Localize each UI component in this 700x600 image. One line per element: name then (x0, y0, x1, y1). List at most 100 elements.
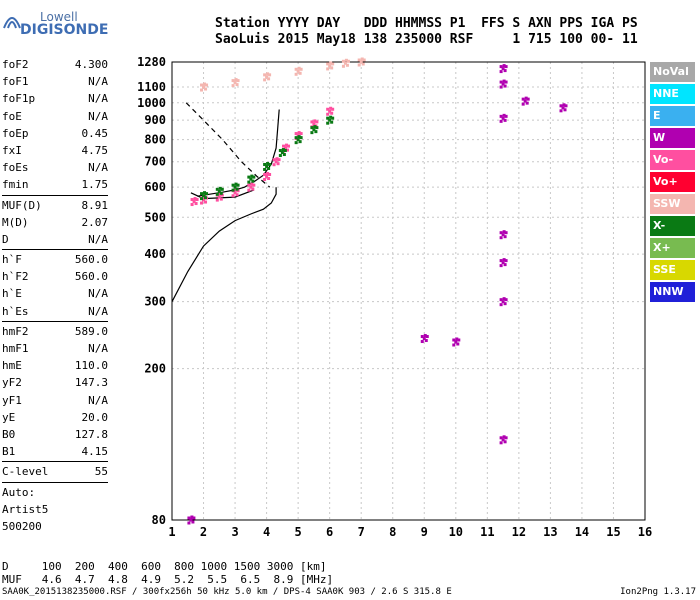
param-value: 147.3 (74, 376, 108, 390)
x-trace-echoes-point (278, 149, 282, 153)
param-name: foF1 (2, 75, 29, 89)
o-trace-echoes-point (294, 132, 298, 136)
2f-echoes-point (231, 84, 235, 88)
param-name: hmF1 (2, 342, 29, 355)
o-trace-echoes-point (297, 131, 301, 135)
sporadic-echoes-point (501, 261, 505, 265)
param-value: N/A (88, 92, 108, 106)
2f-echoes-point (233, 81, 237, 85)
o-trace-echoes-point (272, 158, 276, 162)
2f-echoes-point (359, 60, 363, 64)
o-trace-echoes-point (299, 132, 303, 136)
o-trace-echoes-point (204, 200, 208, 204)
legend-item-vo-: Vo+ (650, 172, 695, 192)
param-name: yF1 (2, 393, 22, 407)
2f-echoes-point (294, 67, 298, 71)
param-row-fxi: fxI 4.75 (2, 142, 108, 159)
2f-echoes-point (205, 83, 209, 87)
sporadic-echoes-point (499, 303, 503, 307)
param-name: h`F2 (2, 270, 29, 284)
polarization-legend: NoVal NNE E W Vo- Vo+ SSW X- X+ SSE NNW (650, 62, 695, 304)
2f-echoes-point (346, 59, 350, 63)
param-value: 589.0 (74, 324, 108, 338)
header-line-2: SaoLuis 2015 May18 138 235000 RSF 1 715 … (215, 32, 638, 47)
x-trace-echoes-point (236, 183, 240, 187)
x-trace-echoes-point (314, 130, 318, 134)
param-name: foF1p (2, 92, 36, 106)
2f-echoes-point (330, 66, 334, 70)
sporadic-echoes-point (503, 302, 507, 306)
x-trace-echoes-point (231, 188, 235, 192)
sporadic-echoes-point (501, 82, 505, 86)
legend-item-nne: NNE (650, 84, 695, 104)
param-name: h`F (2, 253, 22, 267)
header-line-1: Station YYYY DAY DDD HHMMSS P1 FFS S AXN… (215, 16, 638, 31)
2f-echoes-point (357, 63, 361, 67)
sporadic-echoes-point (499, 119, 503, 123)
o-trace-echoes-point (219, 197, 223, 201)
x-trace-echoes-point (330, 120, 334, 124)
x-trace-echoes-point (266, 161, 270, 165)
param-value: N/A (88, 287, 108, 301)
y-tick-label: 1100 (137, 80, 166, 94)
y-tick-label: 700 (144, 155, 166, 169)
param-name: B1 (2, 445, 16, 459)
muf-curve-line (185, 102, 271, 188)
sporadic-echoes-point (457, 338, 461, 342)
sporadic-echoes-point (499, 264, 503, 268)
auto-code: 500200 (2, 519, 42, 533)
x-tick-label: 7 (358, 525, 365, 539)
y-tick-label: 800 (144, 133, 166, 147)
param-row-yf2: yF2 147.3 (2, 374, 108, 391)
sporadic-echoes-point (501, 233, 505, 237)
o-trace-echoes-point (326, 112, 330, 116)
o-trace-echoes-point (331, 107, 335, 111)
param-value: N/A (88, 75, 108, 89)
x-trace-echoes-point (249, 177, 253, 181)
2f-echoes-point (203, 82, 207, 86)
sporadic-echoes-point (423, 334, 427, 338)
y-tick-label: 500 (144, 210, 166, 224)
o-trace-echoes-point (235, 193, 239, 197)
x-trace-echoes-point (247, 175, 251, 179)
x-trace-echoes-point (267, 166, 271, 170)
o-trace-echoes-point (330, 111, 334, 115)
legend-item-noval: NoVal (650, 62, 695, 82)
sporadic-echoes-point (504, 65, 508, 69)
param-row-foep: foEp 0.45 (2, 125, 108, 142)
2f-echoes-point (202, 85, 206, 89)
o-trace-echoes-point (315, 120, 319, 124)
param-name: foEp (2, 126, 29, 140)
o-trace-echoes-point (217, 195, 221, 199)
o-trace-echoes-point (312, 122, 316, 126)
param-row-h-e: h`E N/A (2, 285, 108, 302)
sporadic-echoes-point (503, 84, 507, 88)
x-trace-echoes-point (220, 187, 224, 191)
sporadic-echoes-point (502, 297, 506, 301)
o-trace-echoes-point (277, 158, 281, 162)
muf-distance-table: D 100 200 400 600 800 1000 1500 3000 [km… (2, 560, 333, 586)
muf-value-row: MUF 4.6 4.7 4.8 4.9 5.2 5.5 6.5 8.9 [MHz… (2, 573, 334, 586)
plot-frame (171, 61, 646, 521)
param-value: 4.15 (81, 445, 109, 459)
2f-echoes-point (296, 69, 300, 73)
o-trace-echoes-point (287, 144, 291, 148)
x-trace-echoes-point (296, 138, 300, 142)
sporadic-echoes-point (189, 518, 193, 522)
x-trace-echoes-point (312, 128, 316, 132)
sporadic-echoes-point (504, 259, 508, 263)
separator (2, 249, 108, 251)
param-name: hmF2 (2, 324, 29, 338)
o-trace-echoes-point (274, 160, 278, 164)
legend-item-ssw: SSW (650, 194, 695, 214)
separator (2, 194, 108, 196)
x-trace-echoes-point (328, 118, 332, 122)
sporadic-echoes-point (499, 441, 503, 445)
x-trace-echoes-point (233, 185, 237, 189)
o-trace-echoes-point (282, 144, 286, 148)
x-trace-echoes-point (265, 164, 269, 168)
param-value: 110.0 (74, 359, 108, 373)
param-name: C-level (2, 465, 49, 479)
param-row-fof1p: foF1p N/A (2, 90, 108, 107)
x-trace-echoes-point (217, 189, 221, 193)
